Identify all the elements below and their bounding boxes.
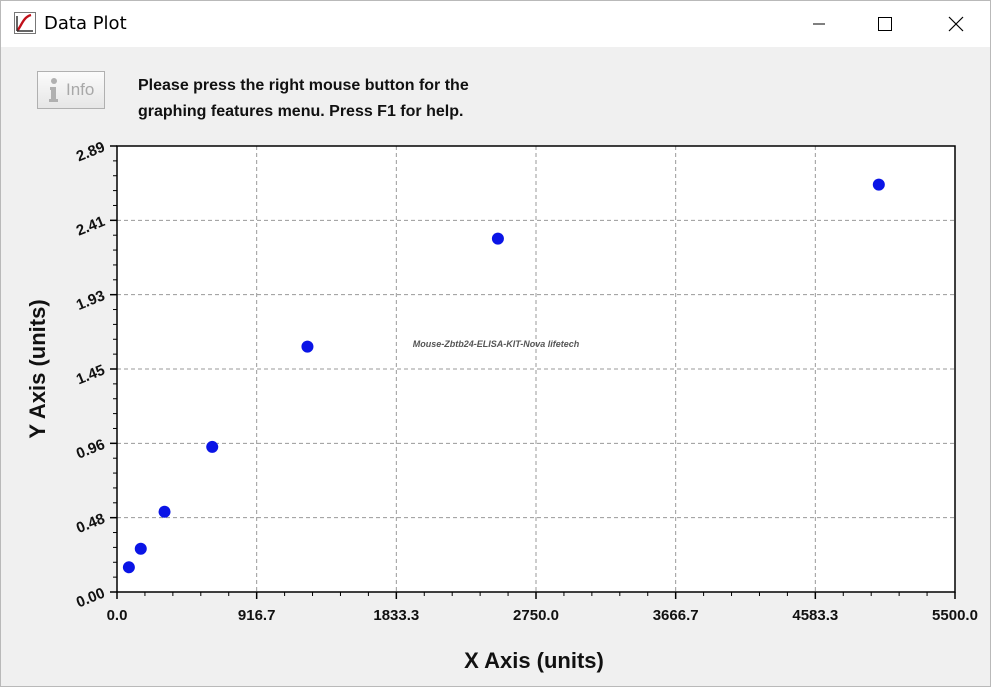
y-tick-label: 0.96 xyxy=(74,436,107,463)
app-plot-icon xyxy=(14,12,36,34)
info-button-label: Info xyxy=(66,80,95,99)
plot-frame xyxy=(116,145,956,593)
y-tick-label: 1.45 xyxy=(74,362,107,389)
x-tick-label: 4583.3 xyxy=(792,607,838,624)
maximize-icon xyxy=(878,17,892,31)
instructions-line-2: graphing features menu. Press F1 for hel… xyxy=(138,103,464,120)
data-point xyxy=(158,505,171,518)
x-axis-label: X Axis (units) xyxy=(464,648,604,673)
x-tick-label: 916.7 xyxy=(238,607,276,624)
data-point xyxy=(301,340,314,353)
watermark-text: Mouse-Zbtb24-ELISA-KIT-Nova lifetech xyxy=(413,339,580,349)
info-icon xyxy=(49,78,58,102)
x-tick-label: 2750.0 xyxy=(513,607,559,624)
x-tick-label: 0.0 xyxy=(107,607,128,624)
minimize-icon xyxy=(813,23,825,25)
y-tick-label: 2.89 xyxy=(74,139,107,166)
close-icon xyxy=(948,16,964,32)
data-point xyxy=(134,542,147,555)
y-axis-label: Y Axis (units) xyxy=(25,299,50,438)
y-tick-label: 0.00 xyxy=(74,585,107,612)
data-point xyxy=(491,232,504,245)
data-point xyxy=(206,440,219,453)
x-tick-label: 1833.3 xyxy=(373,607,419,624)
x-tick-label: 5500.0 xyxy=(932,607,978,624)
instructions-line-1: Please press the right mouse button for … xyxy=(138,77,469,94)
instructions-text: Please press the right mouse button for … xyxy=(138,73,469,125)
title-bar[interactable]: Data Plot xyxy=(1,1,990,47)
window-title: Data Plot xyxy=(44,13,127,34)
minimize-button[interactable] xyxy=(789,1,849,47)
y-tick-label: 1.93 xyxy=(74,287,107,314)
y-tick-label: 2.41 xyxy=(74,213,107,240)
y-tick-label: 0.48 xyxy=(74,510,107,537)
maximize-button[interactable] xyxy=(855,1,915,47)
close-button[interactable] xyxy=(926,1,986,47)
info-button[interactable]: Info xyxy=(37,71,105,109)
data-point xyxy=(122,561,135,574)
x-tick-label: 3666.7 xyxy=(653,607,699,624)
data-point xyxy=(872,178,885,191)
